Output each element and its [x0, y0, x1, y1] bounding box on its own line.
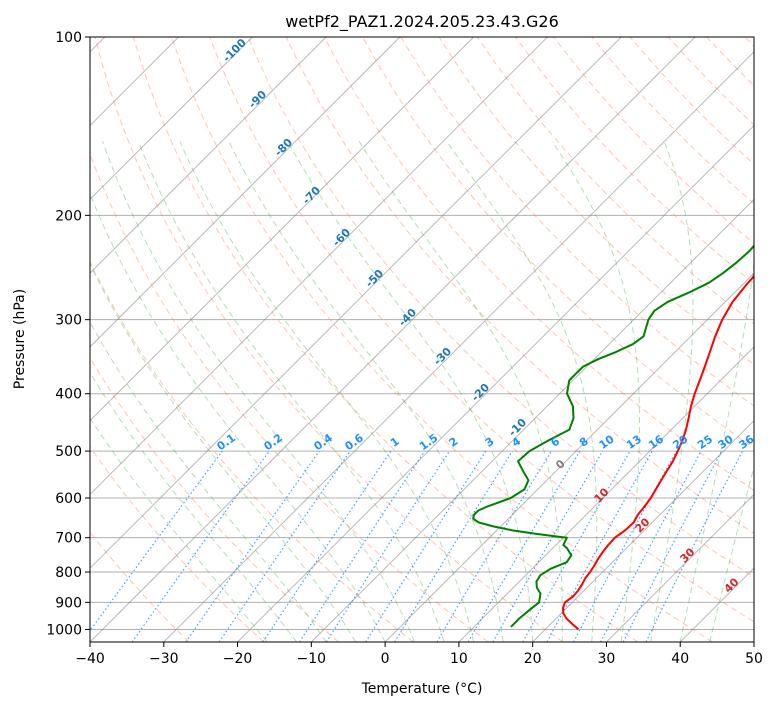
dewpoint-profile-line — [472, 244, 754, 628]
moist-adiabat-line — [90, 417, 268, 642]
x-tick-label: −10 — [297, 651, 327, 667]
dry-adiabat-line — [323, 37, 754, 491]
mixing-ratio-line — [394, 450, 513, 642]
x-tick-label: 20 — [524, 651, 542, 667]
dry-adiabats — [90, 37, 754, 642]
mixing-ratio-line — [90, 450, 223, 632]
dry-adiabat-line — [171, 37, 713, 642]
y-axis-ticks: 100 200 300 400 500 600 700 800 900 1000 — [46, 30, 90, 638]
mixing-ratio-lines — [90, 450, 744, 642]
y-tick-label: 800 — [55, 565, 82, 581]
isotherm-line — [237, 124, 754, 642]
dry-adiabat-line — [438, 37, 754, 366]
isotherm-line — [163, 51, 754, 642]
moist-adiabat-line — [137, 141, 445, 642]
y-tick-label: 600 — [55, 491, 82, 507]
moist-adiabat-line — [228, 141, 504, 642]
x-tick-label: 40 — [671, 651, 689, 667]
y-tick-label: 900 — [55, 595, 82, 611]
y-tick-label: 100 — [55, 30, 82, 46]
moist-adiabat-line — [551, 141, 640, 642]
mixing-ratio-line — [299, 450, 426, 642]
y-tick-label: 300 — [55, 313, 82, 329]
profile-series — [472, 244, 754, 631]
mixing-ratio-line — [325, 450, 450, 642]
mixing-ratio-line — [131, 450, 270, 642]
x-axis-ticks: −40 −30 −20 −10 0 10 20 30 40 50 — [75, 642, 763, 667]
dry-adiabat-line — [515, 37, 754, 285]
mixing-ratio-line — [262, 450, 392, 642]
mixing-ratio-label: 36 — [736, 432, 756, 452]
x-tick-label: 50 — [745, 651, 763, 667]
isotherm-line — [310, 198, 754, 642]
dry-adiabat-line — [209, 37, 754, 623]
chart-title: wetPf2_PAZ1.2024.205.23.43.G26 — [285, 12, 559, 32]
plot-frame — [89, 36, 755, 643]
isotherms — [90, 37, 754, 642]
moist-adiabat-line — [90, 192, 386, 642]
temperature-profile-line — [562, 274, 754, 631]
y-tick-label: 200 — [55, 208, 82, 224]
moist-adiabat-line — [90, 371, 297, 642]
y-tick-label: 500 — [55, 444, 82, 460]
isotherm-line — [90, 37, 475, 422]
x-tick-label: 0 — [381, 651, 390, 667]
x-tick-label: −30 — [149, 651, 179, 667]
moist-adiabat-line — [650, 141, 694, 642]
dry-adiabat-line — [90, 356, 339, 642]
isotherm-line — [90, 37, 622, 569]
mixing-ratio-line — [572, 450, 677, 642]
mixing-ratio-line — [218, 450, 351, 642]
isotherm-line — [458, 346, 754, 642]
x-tick-label: 10 — [450, 651, 468, 667]
moist-adiabat-line — [446, 141, 598, 642]
dry-adiabat-line — [94, 37, 564, 642]
isotherm-line — [606, 493, 754, 642]
mixing-ratio-line — [185, 450, 320, 642]
y-tick-label: 700 — [55, 531, 82, 547]
moist-adiabat-line — [358, 141, 563, 642]
isotherm-line — [90, 37, 327, 274]
mixing-ratio-line — [546, 450, 653, 642]
mixing-ratio-line — [645, 450, 744, 642]
plot-area: -100-90-80-70-60-50-40-30-20-100.1 0.2 0.4… — [90, 37, 756, 642]
dry-adiabat-line — [476, 37, 754, 325]
isotherm-line — [90, 37, 401, 348]
moist-adiabats — [90, 141, 754, 642]
isotherm-line — [532, 419, 754, 642]
x-tick-label: −20 — [223, 651, 253, 667]
mixing-ratio-line — [522, 450, 631, 642]
x-tick-label: −40 — [75, 651, 105, 667]
y-axis-label: Pressure (hPa) — [12, 289, 28, 389]
y-tick-label: 1000 — [46, 622, 82, 638]
x-axis-label: Temperature (°C) — [361, 681, 483, 697]
moist-adiabat-line — [179, 141, 475, 642]
dry-adiabat-line — [90, 446, 265, 642]
isotherm-line — [384, 272, 754, 642]
x-tick-label: 30 — [598, 651, 616, 667]
isotherm-line — [90, 37, 548, 496]
isotherm-line — [90, 37, 253, 201]
dry-adiabat-line — [90, 260, 414, 642]
y-tick-label: 400 — [55, 387, 82, 403]
pressure-gridlines — [90, 37, 754, 630]
isotherm-line — [90, 37, 696, 642]
moist-adiabat-line — [679, 259, 754, 642]
moist-adiabat-line — [90, 262, 357, 642]
dry-adiabat-line — [285, 37, 754, 535]
dry-adiabat-line — [132, 37, 639, 642]
moist-adiabat-line — [90, 321, 327, 642]
moist-adiabat-line — [287, 141, 534, 642]
dry-adiabat-line — [247, 37, 754, 578]
